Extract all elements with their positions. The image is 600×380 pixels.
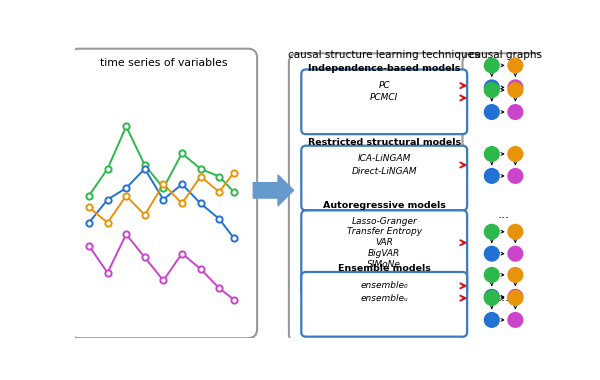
FancyBboxPatch shape [301, 211, 467, 295]
Circle shape [508, 105, 523, 119]
Text: ICA-LiNGAM: ICA-LiNGAM [358, 154, 411, 163]
Text: Autoregressive models: Autoregressive models [323, 201, 446, 210]
Circle shape [508, 83, 523, 97]
Circle shape [484, 105, 499, 119]
FancyBboxPatch shape [301, 70, 467, 134]
Circle shape [484, 80, 499, 95]
Circle shape [508, 268, 523, 282]
FancyBboxPatch shape [463, 53, 545, 343]
Text: PC: PC [379, 81, 390, 90]
Circle shape [484, 147, 499, 161]
Circle shape [508, 169, 523, 183]
Circle shape [508, 246, 523, 261]
Circle shape [508, 290, 523, 304]
Circle shape [508, 313, 523, 327]
Text: Restricted structural models: Restricted structural models [308, 138, 461, 147]
Text: BigVAR: BigVAR [368, 249, 400, 258]
Text: Ensemble models: Ensemble models [338, 264, 431, 273]
Text: ...: ... [497, 209, 509, 222]
FancyBboxPatch shape [70, 49, 257, 338]
Text: PCMCI: PCMCI [370, 93, 398, 103]
Text: ensemble₀: ensemble₀ [361, 281, 408, 290]
Circle shape [508, 58, 523, 73]
FancyBboxPatch shape [301, 146, 467, 211]
Polygon shape [253, 175, 293, 206]
Text: causal structure learning techniques: causal structure learning techniques [288, 50, 479, 60]
FancyBboxPatch shape [301, 272, 467, 337]
Circle shape [484, 246, 499, 261]
Circle shape [484, 268, 499, 282]
Circle shape [508, 291, 523, 305]
Text: time series of variables: time series of variables [100, 57, 227, 68]
Circle shape [484, 291, 499, 305]
Circle shape [508, 225, 523, 239]
Circle shape [484, 290, 499, 304]
Circle shape [484, 169, 499, 183]
Circle shape [484, 313, 499, 327]
Circle shape [508, 80, 523, 95]
FancyBboxPatch shape [289, 53, 479, 343]
Circle shape [508, 147, 523, 161]
Text: VAR: VAR [375, 238, 393, 247]
Text: Direct-LiNGAM: Direct-LiNGAM [352, 166, 417, 176]
Text: ...: ... [497, 291, 509, 304]
Text: Lasso-Granger: Lasso-Granger [352, 217, 417, 226]
Text: Transfer Entropy: Transfer Entropy [347, 228, 422, 236]
Text: Independence-based models: Independence-based models [308, 64, 460, 73]
Text: causal graphs: causal graphs [469, 50, 542, 60]
Text: SIMoNe: SIMoNe [367, 260, 401, 269]
Circle shape [484, 225, 499, 239]
Circle shape [484, 83, 499, 97]
Text: ensembleᵤ: ensembleᵤ [361, 294, 408, 302]
Circle shape [484, 58, 499, 73]
